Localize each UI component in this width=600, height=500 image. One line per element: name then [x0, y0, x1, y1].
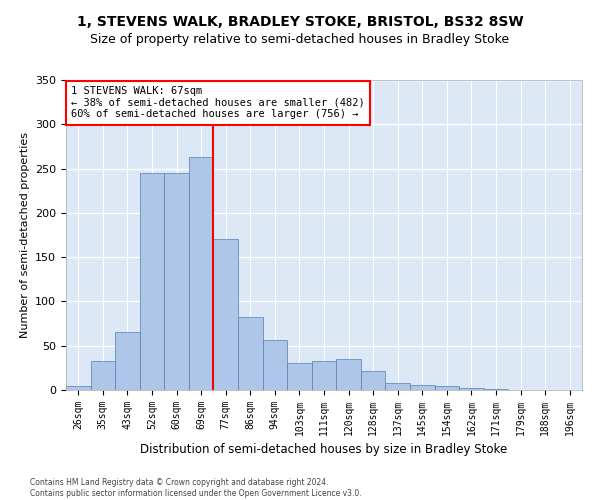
- Text: 1, STEVENS WALK, BRADLEY STOKE, BRISTOL, BS32 8SW: 1, STEVENS WALK, BRADLEY STOKE, BRISTOL,…: [77, 15, 523, 29]
- Bar: [66, 386, 91, 390]
- Bar: [287, 364, 312, 390]
- Bar: [164, 173, 189, 390]
- Bar: [238, 318, 263, 390]
- Bar: [484, 389, 508, 390]
- Bar: [312, 361, 336, 390]
- Bar: [91, 361, 115, 390]
- Text: 1 STEVENS WALK: 67sqm
← 38% of semi-detached houses are smaller (482)
60% of sem: 1 STEVENS WALK: 67sqm ← 38% of semi-deta…: [71, 86, 365, 120]
- Bar: [140, 173, 164, 390]
- Bar: [459, 388, 484, 390]
- Bar: [361, 372, 385, 390]
- Bar: [385, 383, 410, 390]
- Bar: [336, 359, 361, 390]
- Text: Contains HM Land Registry data © Crown copyright and database right 2024.
Contai: Contains HM Land Registry data © Crown c…: [30, 478, 362, 498]
- Bar: [434, 386, 459, 390]
- Y-axis label: Number of semi-detached properties: Number of semi-detached properties: [20, 132, 29, 338]
- Bar: [410, 384, 434, 390]
- X-axis label: Distribution of semi-detached houses by size in Bradley Stoke: Distribution of semi-detached houses by …: [140, 444, 508, 456]
- Bar: [263, 340, 287, 390]
- Text: Size of property relative to semi-detached houses in Bradley Stoke: Size of property relative to semi-detach…: [91, 32, 509, 46]
- Bar: [189, 157, 214, 390]
- Bar: [115, 332, 140, 390]
- Bar: [214, 240, 238, 390]
